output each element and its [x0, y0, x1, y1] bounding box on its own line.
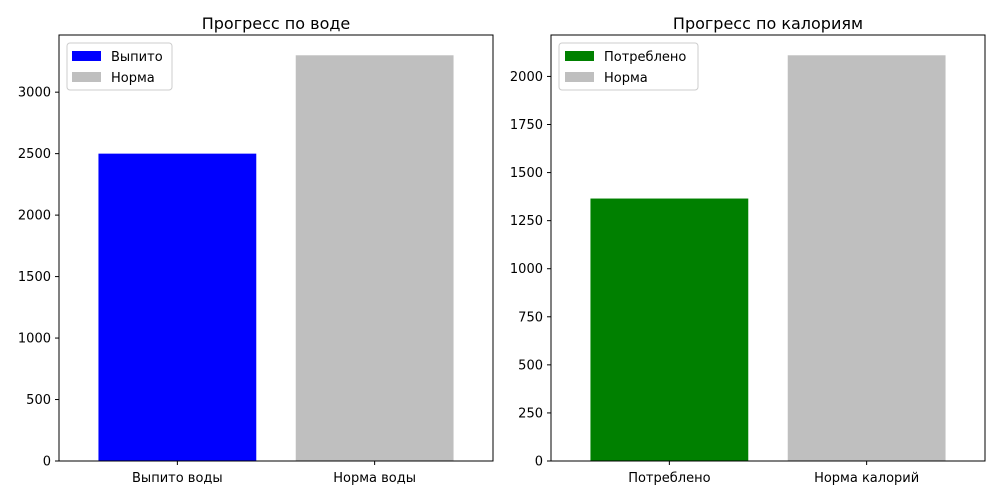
legend-label-norm: Норма [111, 71, 155, 86]
calories-progress-chart: Прогресс по калориям 0 250 500 750 1000 1250 1… [510, 14, 986, 486]
water-chart-title: Прогресс по воде [202, 14, 351, 33]
y-tick-label: 500 [26, 393, 51, 408]
water-bars [98, 55, 454, 462]
water-axes-frame [58, 34, 494, 462]
legend-label-drunk: Выпито [111, 50, 163, 65]
legend-label-consumed: Потреблено [604, 50, 686, 65]
calories-bars [590, 55, 946, 462]
legend-swatch-drunk [72, 51, 101, 61]
calories-y-axis-ticks: 0 250 500 750 1000 1250 1500 1750 2000 [510, 70, 551, 470]
bar-actual [590, 198, 749, 462]
y-tick-label: 2000 [18, 209, 51, 224]
y-tick-label: 0 [43, 455, 51, 470]
legend-swatch-norm [565, 72, 594, 82]
y-tick-label: 0 [535, 455, 543, 470]
bar-norm [787, 55, 946, 462]
water-progress-chart: Прогресс по воде 0 500 1000 1500 2000 2500 300… [18, 14, 494, 486]
y-tick-label: 1000 [510, 262, 543, 277]
water-y-axis-ticks: 0 500 1000 1500 2000 2500 3000 [18, 86, 59, 470]
water-x-axis-ticks: Выпито воды Норма воды [132, 461, 416, 486]
bar-norm [295, 55, 454, 462]
legend-swatch-norm [72, 72, 101, 82]
y-tick-label: 3000 [18, 86, 51, 101]
calories-axes-frame [550, 34, 986, 462]
x-tick-label: Норма калорий [814, 471, 919, 486]
y-tick-label: 750 [518, 310, 543, 325]
water-legend: Выпито Норма [66, 42, 173, 91]
y-tick-label: 500 [518, 358, 543, 373]
y-tick-label: 1000 [18, 332, 51, 347]
y-tick-label: 1250 [510, 214, 543, 229]
x-tick-label: Выпито воды [132, 471, 223, 486]
y-tick-label: 250 [518, 406, 543, 421]
y-tick-label: 1500 [510, 166, 543, 181]
y-tick-label: 1500 [18, 270, 51, 285]
y-tick-label: 1750 [510, 118, 543, 133]
bar-actual [98, 153, 257, 461]
legend-label-norm: Норма [604, 71, 648, 86]
calories-chart-title: Прогресс по калориям [673, 14, 863, 33]
calories-x-axis-ticks: Потреблено Норма калорий [628, 461, 919, 486]
x-tick-label: Потреблено [628, 471, 710, 486]
y-tick-label: 2500 [18, 147, 51, 162]
legend-swatch-consumed [565, 51, 594, 61]
y-tick-label: 2000 [510, 70, 543, 85]
x-tick-label: Норма воды [333, 471, 416, 486]
calories-legend: Потреблено Норма [558, 42, 699, 91]
